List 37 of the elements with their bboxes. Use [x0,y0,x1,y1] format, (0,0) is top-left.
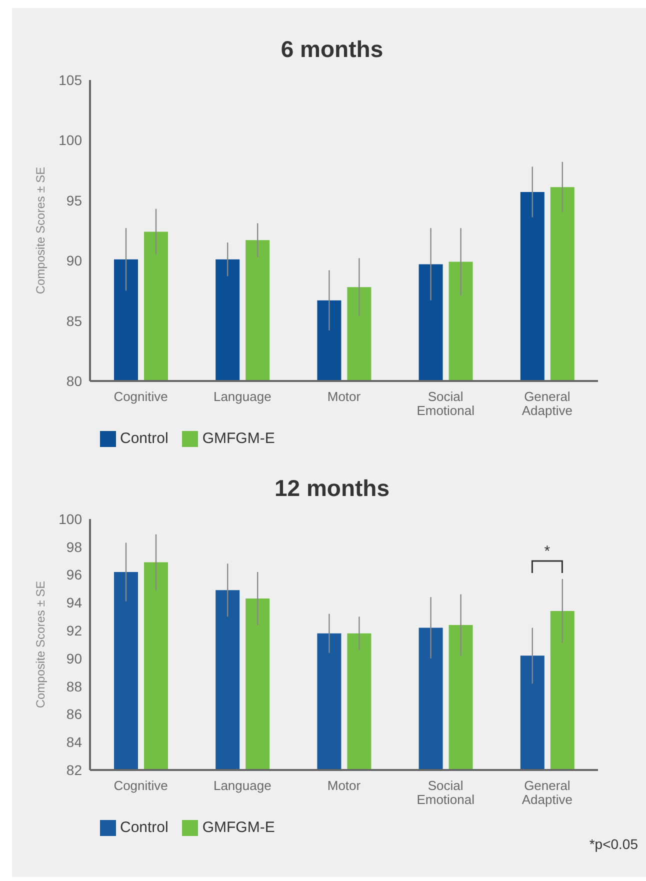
y-tick-label: 85 [66,312,82,329]
text: *p<0.05 [588,836,638,852]
y-tick-label: 96 [66,566,82,583]
y-axis-title: Composite Scores ± SE [33,580,48,708]
y-tick-label: 90 [66,650,82,666]
y-tick-label: 84 [66,734,82,750]
x-tick-label: Cognitive [114,778,168,793]
y-tick-label: 92 [66,622,82,639]
significance-bracket: * [531,542,563,573]
legend-label: GMFGM-E [202,430,275,447]
x-tick-label: Motor [327,389,362,404]
chart-title: 6 months [280,36,384,64]
y-tick-label: 86 [66,706,82,722]
x-tick-label: Social Emotional [416,389,475,418]
y-tick-label: 95 [66,192,82,208]
y-axis-title: Composite Scores ± SE [33,166,48,294]
x-tick-label: Language [213,778,272,793]
x-tick-label: Motor [327,778,362,793]
x-tick-label: Social Emotional [416,778,475,807]
legend-label: Control [120,430,168,447]
x-tick-label: General Adaptive [522,389,572,418]
annotation: * [544,542,550,560]
y-tick-label: 82 [66,762,82,778]
y-tick-label: 80 [66,372,82,389]
x-tick-label: Cognitive [114,389,168,404]
y-tick-label: 90 [66,252,82,269]
y-tick-label: 100 [58,510,82,527]
y-tick-label: 105 [58,72,82,88]
y-tick-label: 94 [66,594,82,611]
x-tick-label: General Adaptive [522,778,572,807]
y-tick-label: 98 [66,538,82,555]
y-tick-label: 100 [58,132,82,148]
legend-label: Control [120,819,168,836]
legend-label: GMFGM-E [202,819,275,836]
x-tick-label: Language [213,389,272,404]
y-tick-label: 88 [66,678,82,694]
chart-title: 12 months [273,475,391,503]
